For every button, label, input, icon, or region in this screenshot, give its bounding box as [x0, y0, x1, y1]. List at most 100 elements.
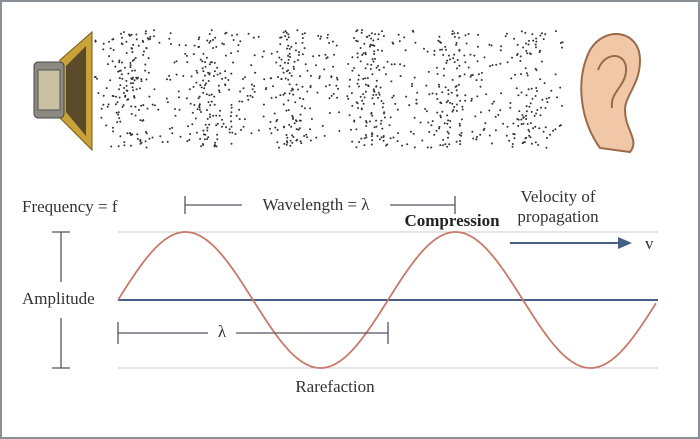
- particle: [231, 34, 233, 37]
- particle: [285, 70, 288, 73]
- lambda-label: λ: [218, 322, 227, 341]
- particle: [189, 102, 192, 105]
- particle: [112, 130, 115, 133]
- particle: [447, 89, 450, 92]
- particle: [305, 133, 308, 136]
- particle: [365, 120, 368, 122]
- particle: [138, 108, 140, 111]
- particle: [406, 143, 409, 146]
- particle: [169, 78, 172, 81]
- particle: [539, 78, 542, 81]
- particle: [456, 59, 459, 61]
- particle: [351, 104, 354, 107]
- particle: [250, 83, 253, 86]
- particle: [309, 139, 312, 142]
- particle: [453, 61, 456, 64]
- particle: [460, 134, 462, 137]
- particle: [458, 64, 461, 67]
- particle: [297, 128, 300, 131]
- particle: [542, 38, 545, 41]
- particle: [351, 69, 354, 72]
- rarefaction-label: Rarefaction: [295, 377, 375, 396]
- particle: [438, 85, 441, 88]
- particle: [479, 85, 482, 88]
- particle: [161, 141, 164, 144]
- particle: [230, 111, 233, 114]
- particle: [235, 114, 238, 117]
- particle: [535, 40, 538, 43]
- particle: [483, 56, 486, 59]
- particle: [536, 109, 539, 111]
- particle: [509, 102, 512, 104]
- particle: [174, 114, 177, 117]
- particle: [137, 44, 140, 47]
- particle: [375, 66, 378, 69]
- particle: [136, 77, 139, 80]
- particle: [212, 114, 215, 117]
- particle: [370, 132, 373, 135]
- particle: [291, 87, 294, 90]
- particle: [133, 95, 136, 97]
- particle: [275, 96, 277, 99]
- particle: [168, 74, 171, 77]
- particle: [499, 62, 502, 65]
- particle: [545, 97, 548, 100]
- particle: [330, 76, 333, 79]
- particle: [528, 105, 531, 108]
- particle: [467, 66, 470, 69]
- particle: [360, 137, 363, 140]
- particle: [435, 129, 438, 132]
- particle: [373, 44, 376, 47]
- particle: [270, 96, 273, 99]
- particle: [253, 85, 256, 88]
- particle: [208, 41, 211, 44]
- particle: [220, 125, 223, 128]
- particle: [410, 85, 413, 88]
- particle: [552, 129, 555, 132]
- particle: [378, 138, 381, 141]
- particle: [125, 79, 128, 82]
- particle: [297, 59, 299, 62]
- particle: [196, 108, 199, 111]
- particle: [428, 130, 431, 133]
- particle: [346, 95, 349, 98]
- particle: [506, 32, 508, 35]
- particle: [439, 48, 442, 51]
- particle: [257, 129, 260, 132]
- particle: [520, 118, 523, 121]
- particle: [526, 74, 529, 77]
- particle: [548, 96, 551, 99]
- particle: [269, 121, 272, 123]
- particle: [364, 51, 367, 54]
- particle: [464, 94, 467, 97]
- particle: [355, 128, 358, 131]
- particle: [442, 138, 445, 141]
- particle: [431, 120, 434, 123]
- particle: [371, 97, 374, 100]
- lambda-bracket: [117, 322, 389, 344]
- particle: [286, 136, 289, 139]
- particle: [366, 77, 369, 80]
- particle: [250, 132, 253, 135]
- particle: [364, 83, 367, 86]
- particle: [455, 85, 458, 87]
- particle: [303, 107, 306, 110]
- particle: [319, 37, 322, 40]
- particle: [511, 143, 514, 145]
- particle: [166, 140, 169, 143]
- particle: [252, 36, 255, 39]
- particle: [385, 73, 387, 76]
- particle: [477, 33, 479, 36]
- particle: [144, 32, 147, 35]
- particle: [289, 56, 291, 58]
- particle: [438, 35, 441, 38]
- particle: [202, 70, 205, 73]
- particle: [178, 96, 180, 99]
- particle: [207, 71, 210, 74]
- particle: [301, 37, 304, 40]
- particle: [443, 122, 446, 125]
- particle: [197, 38, 200, 41]
- particle: [301, 53, 304, 56]
- particle: [284, 35, 287, 38]
- particle: [293, 122, 296, 125]
